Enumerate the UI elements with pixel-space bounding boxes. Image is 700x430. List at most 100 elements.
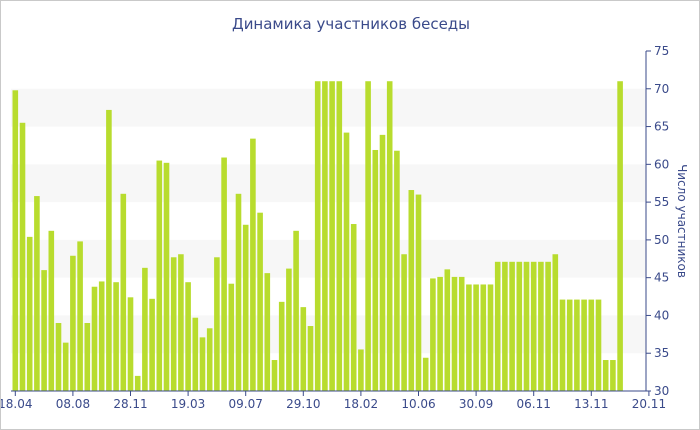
bar [581, 299, 587, 391]
bar [142, 267, 148, 391]
bar [134, 375, 141, 391]
x-tick-label: 08.08 [56, 397, 90, 411]
y-tick-label: 45 [654, 271, 669, 285]
bar [379, 134, 386, 391]
bar [602, 360, 609, 391]
bar [473, 284, 479, 391]
bar [300, 307, 307, 391]
bar [502, 261, 508, 391]
bar [98, 281, 105, 391]
y-ticks-group: 30 35 40 45 50 55 60 65 70 75 [646, 44, 669, 398]
bar [12, 90, 19, 391]
bar [437, 276, 443, 391]
bar [408, 190, 415, 391]
bar [192, 317, 199, 391]
x-tick-label: 20.11 [632, 397, 666, 411]
bar [401, 254, 407, 391]
bar [394, 150, 400, 391]
bars-group [12, 81, 623, 392]
y-tick-label: 40 [654, 308, 669, 322]
bar [480, 284, 487, 391]
bar [516, 261, 523, 391]
bar [610, 360, 616, 391]
bar [19, 122, 26, 391]
bar [336, 81, 343, 391]
bar [250, 138, 256, 391]
x-tick-label: 30.09 [459, 397, 493, 411]
bar [199, 337, 206, 391]
bar [430, 278, 436, 391]
bar [574, 299, 580, 391]
bar [487, 284, 494, 391]
bar [545, 261, 551, 391]
bar [48, 230, 55, 391]
y-axis-title: Число участников [675, 164, 689, 278]
axes-group [11, 51, 647, 392]
bar [523, 261, 530, 391]
x-ticks-group: 18.04 08.08 28.11 19.03 09.07 29.10 18.02 10.06… [1, 391, 666, 411]
bar [595, 299, 602, 391]
y-tick-label: 60 [654, 157, 669, 171]
y-tick-label: 55 [654, 195, 669, 209]
bar [84, 323, 91, 391]
bar [163, 162, 170, 391]
x-tick-label: 28.11 [113, 397, 147, 411]
bar [149, 298, 155, 391]
bar [350, 224, 357, 391]
bar [617, 81, 623, 391]
bar [242, 224, 249, 391]
x-tick-label: 09.07 [229, 397, 263, 411]
bar [278, 301, 285, 391]
x-tick-label: 10.06 [401, 397, 435, 411]
bar [214, 257, 220, 391]
bar [156, 160, 163, 391]
bar [264, 273, 271, 391]
chart-title: Динамика участников беседы [232, 15, 470, 33]
bar [77, 241, 83, 391]
x-tick-label: 19.03 [171, 397, 205, 411]
bar [113, 282, 119, 391]
bar [26, 236, 33, 391]
bar [494, 261, 501, 391]
bar [329, 81, 335, 391]
x-tick-label: 18.04 [1, 397, 32, 411]
bar [343, 132, 350, 391]
bar [178, 254, 184, 391]
bar [466, 284, 472, 391]
bar [566, 299, 573, 391]
bar [271, 360, 278, 391]
bar [422, 357, 429, 391]
bar [588, 299, 595, 391]
bar [185, 282, 191, 391]
bar [552, 254, 559, 391]
bar [228, 283, 235, 391]
bar [235, 193, 242, 391]
bar [386, 81, 393, 391]
y-tick-label: 50 [654, 233, 669, 247]
x-tick-label: 13.11 [574, 397, 608, 411]
bar [451, 276, 458, 391]
grid-band [11, 164, 646, 203]
bar [559, 299, 566, 391]
bar [286, 268, 292, 391]
bar [538, 261, 544, 391]
bar [62, 342, 69, 391]
bar [365, 81, 371, 391]
bar [322, 81, 328, 391]
bar [444, 269, 451, 391]
x-tick-label: 06.11 [517, 397, 551, 411]
bar [41, 270, 47, 391]
bar [293, 230, 299, 391]
bar [509, 261, 515, 391]
bar [106, 109, 112, 392]
bar [307, 326, 314, 391]
bar [120, 193, 127, 391]
bar [70, 255, 76, 391]
bar [34, 196, 40, 391]
grid-band [11, 88, 646, 127]
y-tick-label: 65 [654, 120, 669, 134]
bar [257, 212, 263, 391]
bar [314, 81, 321, 391]
x-tick-label: 29.10 [286, 397, 320, 411]
